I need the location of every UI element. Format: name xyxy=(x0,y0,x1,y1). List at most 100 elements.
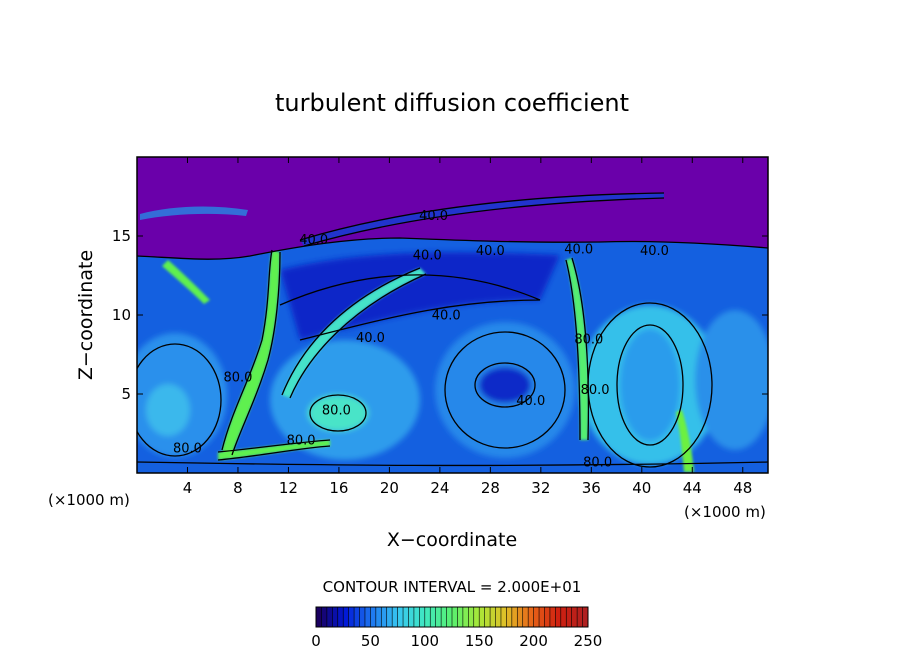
colorbar-cell xyxy=(468,607,474,627)
x-tick-label: 24 xyxy=(430,479,449,497)
colorbar-cell xyxy=(364,607,371,627)
colorbar-cell xyxy=(560,607,567,627)
colorbar-cell xyxy=(506,607,513,627)
contour-label: 40.0 xyxy=(413,249,442,264)
colorbar-cell xyxy=(533,607,540,627)
contour-labels: 40.0 40.0 40.0 40.0 40.0 40.0 40.0 40.0 80.0 80.0… xyxy=(173,209,669,470)
colorbar-cell xyxy=(370,607,377,627)
colorbar-cell xyxy=(555,607,561,627)
contour-label: 80.0 xyxy=(583,456,612,471)
x-tick-label: 48 xyxy=(733,479,752,497)
eddy-left-core xyxy=(146,384,190,436)
diffusion-field: 40.0 40.0 40.0 40.0 40.0 40.0 40.0 40.0 80.0 80.0… xyxy=(137,157,768,473)
colorbar-ticks: 0 50 100 150 200 250 xyxy=(311,632,602,650)
colorbar-cell xyxy=(321,607,328,627)
y-tick-label: 15 xyxy=(112,227,131,245)
colorbar-cell xyxy=(566,607,572,627)
colorbar-cell xyxy=(582,607,589,627)
colorbar-cell xyxy=(517,607,523,627)
contour-interval-text: CONTOUR INTERVAL = 2.000E+01 xyxy=(323,578,582,596)
contour-label: 80.0 xyxy=(287,434,316,449)
contour-label: 40.0 xyxy=(432,309,461,324)
x-tick-label: 28 xyxy=(481,479,500,497)
colorbar-cell xyxy=(413,607,420,627)
contour-label: 40.0 xyxy=(640,244,669,259)
colorbar-cell xyxy=(403,607,409,627)
colorbar-tick-label: 0 xyxy=(311,632,321,650)
eddy-right-core xyxy=(620,329,680,441)
contour-label: 40.0 xyxy=(516,394,545,409)
contour-label: 40.0 xyxy=(564,242,593,257)
colorbar-tick-label: 200 xyxy=(519,632,548,650)
x-tick-label: 12 xyxy=(279,479,298,497)
colorbar-cell xyxy=(348,607,355,627)
colorbar-cell xyxy=(511,607,518,627)
colorbar-cell xyxy=(500,607,507,627)
chart-title: turbulent diffusion coefficient xyxy=(275,89,629,117)
colorbar-cell xyxy=(441,607,447,627)
colorbar-cell xyxy=(490,607,496,627)
y-tick-label: 5 xyxy=(121,385,131,403)
colorbar-cell xyxy=(326,607,333,627)
colorbar-cell xyxy=(316,607,322,627)
eddy-center-left-core xyxy=(308,395,368,431)
colorbar-cell xyxy=(381,607,387,627)
colorbar-cell xyxy=(354,607,360,627)
colorbar-cell xyxy=(386,607,393,627)
contour-label: 80.0 xyxy=(574,332,603,347)
colorbar-cell xyxy=(430,607,436,627)
x-tick-label: 40 xyxy=(632,479,651,497)
colorbar-cell xyxy=(571,607,578,627)
x-tick-label: 36 xyxy=(582,479,601,497)
contour-lines xyxy=(137,192,768,468)
contour-label: 80.0 xyxy=(581,383,610,398)
colorbar-cell xyxy=(375,607,382,627)
colorbar-tick-label: 250 xyxy=(574,632,603,650)
y-axis-label: Z−coordinate xyxy=(75,250,97,380)
high-filament-far-right xyxy=(676,410,694,472)
colorbar-cell xyxy=(359,607,366,627)
contour-label: 40.0 xyxy=(356,331,385,346)
colorbar-tick-label: 100 xyxy=(410,632,439,650)
colorbar-cells xyxy=(315,607,589,627)
colorbar-cell xyxy=(549,607,556,627)
contour-label: 80.0 xyxy=(223,370,252,385)
colorbar-cell xyxy=(419,607,425,627)
stable-layer-streak-left xyxy=(140,206,248,220)
contour-label: 80.0 xyxy=(173,441,202,456)
colorbar-cell xyxy=(539,607,545,627)
y-axis-ticks: 5 10 15 xyxy=(112,227,768,403)
eddy-center-low-core xyxy=(479,367,531,403)
colorbar: 0 50 100 150 200 250 xyxy=(311,606,602,650)
contour-label: 80.0 xyxy=(322,404,351,419)
colorbar-frame xyxy=(315,606,589,628)
colorbar-cell xyxy=(462,607,469,627)
x-tick-label: 4 xyxy=(183,479,193,497)
colorbar-tick-label: 150 xyxy=(465,632,494,650)
colorbar-cell xyxy=(522,607,529,627)
colorbar-cell xyxy=(435,607,442,627)
x-tick-label: 16 xyxy=(329,479,348,497)
colorbar-cell xyxy=(479,607,485,627)
x-tick-label: 20 xyxy=(380,479,399,497)
colorbar-cell xyxy=(528,607,534,627)
colorbar-cell xyxy=(577,607,583,627)
high-filament-upper-left xyxy=(162,260,210,304)
far-right-field xyxy=(695,310,768,450)
colorbar-cell xyxy=(343,607,349,627)
colorbar-cell xyxy=(544,607,551,627)
colorbar-cell xyxy=(332,607,338,627)
x-tick-label: 44 xyxy=(683,479,702,497)
colorbar-cell xyxy=(408,607,415,627)
colorbar-cell xyxy=(392,607,398,627)
plot-area: 40.0 40.0 40.0 40.0 40.0 40.0 40.0 40.0 80.0 80.0… xyxy=(112,156,769,497)
colorbar-cell xyxy=(397,607,404,627)
y-tick-label: 10 xyxy=(112,306,131,324)
contour-label: 40.0 xyxy=(419,209,448,224)
x-tick-label: 8 xyxy=(233,479,243,497)
colorbar-tick-label: 50 xyxy=(361,632,380,650)
high-filament-right xyxy=(566,258,589,440)
high-filament-base xyxy=(218,440,330,460)
x-unit-label-right: (×1000 m) xyxy=(684,503,766,521)
